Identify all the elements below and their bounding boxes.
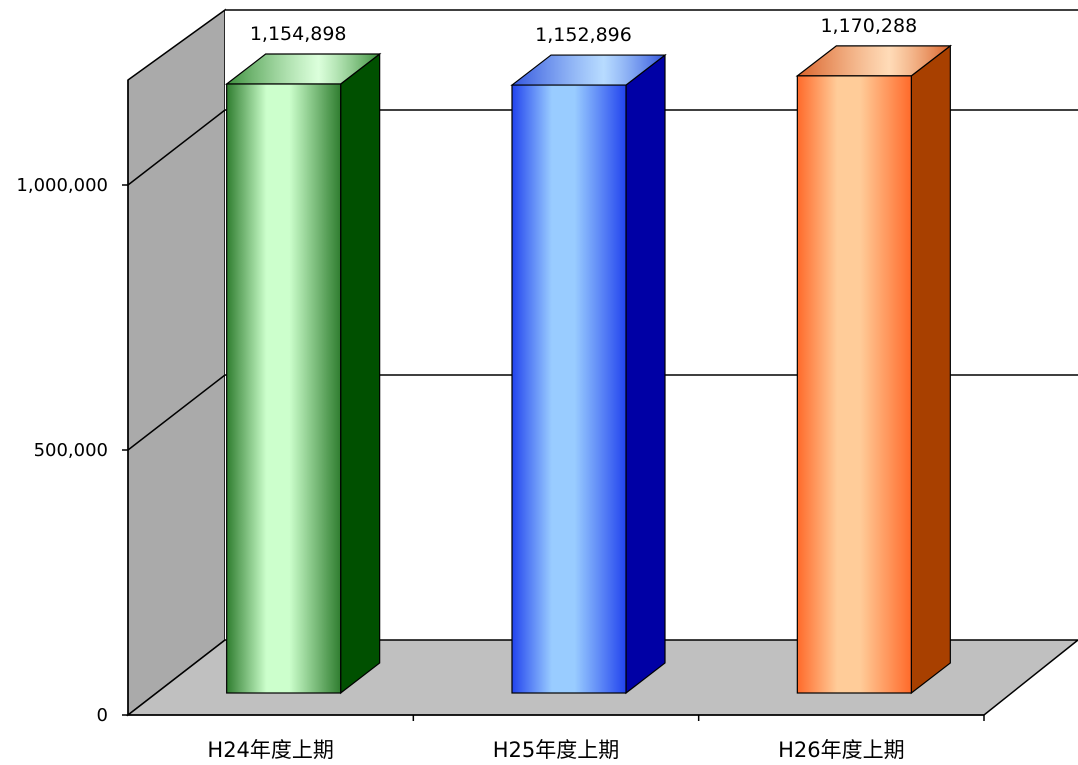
bar-front-face [511, 84, 627, 694]
bar-front-face [226, 83, 342, 694]
category-label: H26年度上期 [778, 738, 905, 762]
data-label: 1,154,898 [250, 23, 347, 45]
y-tick-label: 1,000,000 [16, 175, 108, 196]
bar-front-face [796, 75, 912, 694]
bar-1 [224, 52, 382, 695]
chart-side-wall [127, 8, 226, 717]
bar-side-face [340, 52, 381, 695]
data-label: 1,152,896 [535, 24, 632, 46]
gridline-wall [127, 109, 226, 186]
labels: 1,154,898 H24年度上期 1,152,896 H25年度上期 1,170,28… [207, 15, 917, 762]
category-label: H25年度上期 [493, 738, 620, 762]
bar-side-face [910, 44, 951, 695]
x-ticks [412, 715, 985, 721]
y-tick-label: 0 [97, 705, 108, 726]
y-ticks: 0 500,000 1,000,000 [16, 175, 128, 726]
y-tick-label: 500,000 [34, 440, 108, 461]
data-label: 1,170,288 [820, 15, 917, 37]
bar-side-face [625, 53, 666, 695]
gridline-wall [127, 374, 226, 451]
category-label: H24年度上期 [207, 738, 334, 762]
bars [224, 44, 953, 695]
bar-3 [795, 44, 953, 695]
bar-2 [510, 53, 667, 695]
